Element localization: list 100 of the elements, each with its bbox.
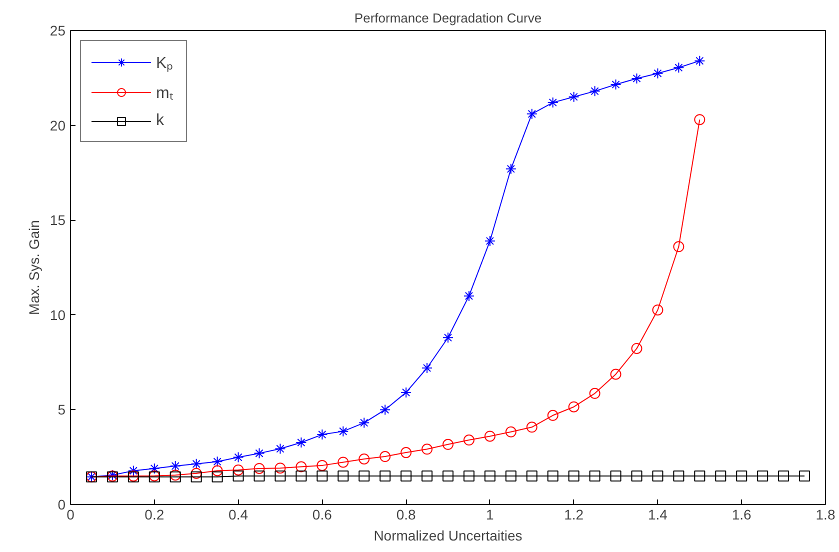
point: [589, 388, 600, 399]
point: [547, 410, 558, 421]
x-tick-label: 1.2: [564, 506, 584, 522]
point: [505, 426, 516, 438]
point: [190, 471, 202, 482]
point: [778, 470, 790, 482]
point: [338, 426, 349, 437]
point: [358, 470, 370, 482]
point: [463, 290, 474, 302]
point: [673, 470, 684, 482]
point: [380, 451, 391, 462]
point: [274, 470, 286, 482]
point: [799, 470, 810, 482]
point: [568, 401, 580, 412]
legend-label: mₜ: [156, 84, 174, 103]
legend-label: Kₚ: [156, 54, 174, 73]
point: [631, 342, 642, 354]
point: [128, 465, 139, 476]
point: [274, 443, 286, 454]
point: [484, 235, 496, 246]
point: [400, 447, 412, 458]
point: [422, 444, 433, 455]
point: [296, 470, 307, 482]
point: [422, 362, 433, 374]
point: [274, 462, 286, 474]
point: [652, 470, 664, 482]
x-tick-label: 0.6: [312, 506, 332, 522]
point: [232, 470, 244, 482]
x-tick-label: 0.8: [396, 506, 416, 522]
point: [526, 108, 538, 120]
point: [568, 470, 580, 482]
point: [338, 470, 349, 482]
point: [212, 465, 223, 476]
point: [422, 470, 433, 482]
point: [400, 386, 412, 398]
point: [316, 470, 328, 482]
point: [338, 456, 349, 468]
point: [673, 241, 684, 252]
point: [715, 470, 726, 482]
point: [463, 434, 474, 446]
point: [610, 368, 622, 380]
point: [694, 114, 706, 126]
point: [442, 438, 454, 450]
point: [232, 464, 244, 476]
point: [190, 458, 202, 470]
y-tick-label: 10: [50, 306, 66, 323]
point: [484, 430, 496, 442]
point: [673, 62, 684, 74]
x-tick-label: 0.2: [144, 506, 164, 522]
point: [526, 470, 538, 482]
point: [589, 86, 600, 97]
point: [400, 470, 412, 482]
y-tick-label: 5: [58, 402, 66, 418]
point: [568, 91, 580, 102]
chart-title: Performance Degradation Curve: [354, 10, 542, 26]
point: [148, 462, 160, 474]
point: [610, 79, 622, 90]
point: [631, 72, 642, 84]
point: [380, 404, 391, 416]
point: [526, 422, 538, 433]
point: [358, 417, 370, 428]
point: [170, 460, 181, 472]
legend-label: k: [156, 112, 165, 130]
x-tick-label: 1.4: [648, 506, 668, 522]
point: [316, 429, 328, 440]
point: [232, 452, 244, 463]
point: [652, 304, 664, 316]
point: [190, 468, 202, 479]
point: [442, 332, 454, 344]
point: [316, 460, 328, 471]
point: [547, 470, 558, 482]
point: [484, 470, 496, 482]
point: [212, 471, 223, 482]
point: [296, 437, 307, 448]
point: [631, 470, 642, 482]
x-tick-label: 1: [486, 506, 494, 522]
point: [610, 470, 622, 482]
y-axis-title: Max. Sys. Gain: [26, 220, 42, 315]
y-tick-label: 25: [50, 22, 66, 38]
point: [254, 470, 265, 482]
y-tick-label: 15: [50, 212, 66, 228]
y-tick-label: 0: [58, 496, 66, 512]
point: [547, 97, 558, 108]
point: [254, 462, 265, 474]
x-axis-title: Normalized Uncertaities: [374, 528, 522, 544]
point: [694, 55, 706, 66]
point: [296, 461, 307, 472]
y-tick-label: 20: [50, 117, 66, 134]
point: [463, 470, 474, 482]
point: [505, 470, 516, 482]
point: [358, 454, 370, 464]
point: [589, 470, 600, 482]
point: [652, 68, 664, 79]
point: [736, 470, 748, 482]
point: [757, 470, 768, 482]
point: [380, 470, 391, 482]
point: [442, 470, 454, 482]
x-tick-label: 1.6: [732, 506, 752, 522]
point: [212, 456, 223, 468]
x-tick-label: 0.4: [228, 506, 248, 522]
